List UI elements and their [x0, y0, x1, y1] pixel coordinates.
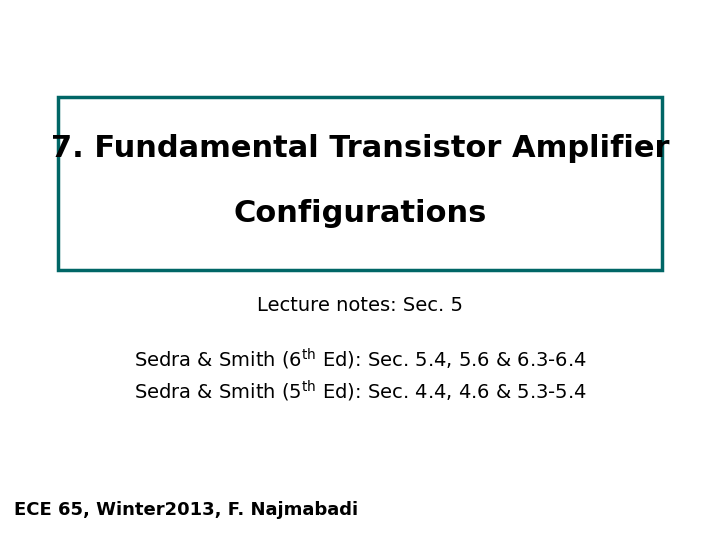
- Text: 7. Fundamental Transistor Amplifier: 7. Fundamental Transistor Amplifier: [50, 134, 670, 163]
- Text: Sedra & Smith (6$^{\mathregular{th}}$ Ed): Sec. 5.4, 5.6 & 6.3-6.4: Sedra & Smith (6$^{\mathregular{th}}$ Ed…: [134, 347, 586, 372]
- Text: Lecture notes: Sec. 5: Lecture notes: Sec. 5: [257, 295, 463, 315]
- Text: Sedra & Smith (5$^{\mathregular{th}}$ Ed): Sec. 4.4, 4.6 & 5.3-5.4: Sedra & Smith (5$^{\mathregular{th}}$ Ed…: [134, 379, 586, 404]
- Text: ECE 65, Winter2013, F. Najmabadi: ECE 65, Winter2013, F. Najmabadi: [14, 501, 359, 519]
- Text: Configurations: Configurations: [233, 199, 487, 228]
- FancyBboxPatch shape: [58, 97, 662, 270]
